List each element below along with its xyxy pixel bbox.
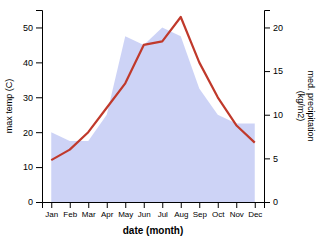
tick-mark	[36, 132, 42, 133]
y-axis-tick: 20	[23, 128, 42, 138]
tick-label: 20	[273, 23, 283, 33]
y2-axis-line	[265, 11, 271, 203]
x-axis-tick: Aug	[174, 202, 188, 219]
x-axis-tick: Feb	[63, 202, 77, 219]
x-axis: Jan Feb Mar Apr May Jun Jul Aug Sep Oct Nov Dec	[43, 202, 265, 219]
plot-area: Jan Feb Mar Apr May Jun Jul Aug Sep Oct Nov Dec 0 10 2…	[4, 11, 316, 237]
tick-mark	[162, 202, 163, 208]
tick-label: 40	[23, 58, 33, 68]
y-axis-tick: 50	[23, 23, 42, 33]
tick-label: Nov	[230, 210, 244, 219]
tick-mark	[51, 202, 52, 208]
tick-label: Jun	[138, 210, 151, 219]
marks	[51, 17, 255, 202]
tick-mark	[36, 202, 42, 203]
tick-mark	[236, 202, 237, 208]
y-axis-tick: 10	[23, 162, 42, 172]
tick-mark	[264, 202, 270, 203]
chart-svg: Jan Feb Mar Apr May Jun Jul Aug Sep Oct Nov Dec 0 10 2…	[0, 0, 318, 242]
y2-axis-tick: 10	[264, 110, 283, 120]
tick-mark	[36, 97, 42, 98]
y-axis-tick: 40	[23, 58, 42, 68]
tick-mark	[36, 167, 42, 168]
x-axis-title: date (month)	[123, 225, 184, 236]
tick-mark	[264, 71, 270, 72]
tick-mark	[181, 202, 182, 208]
x-axis-tick: Nov	[230, 202, 244, 219]
tick-label: 10	[273, 110, 283, 120]
tick-mark	[264, 158, 270, 159]
y-axis-line	[36, 11, 43, 203]
tick-label: Dec	[248, 210, 262, 219]
precip-area	[51, 27, 255, 202]
tick-mark	[255, 202, 256, 208]
x-axis-tick: May	[118, 202, 133, 219]
x-axis-tick: Apr	[101, 202, 114, 219]
tick-label: 20	[23, 128, 33, 138]
y2-axis-tick: 0	[264, 197, 278, 207]
tick-mark	[264, 27, 270, 28]
y2-axis-tick: 15	[264, 66, 283, 76]
tick-label: Jul	[158, 210, 168, 219]
y2-axis-tick: 5	[264, 154, 278, 164]
y-axis: 0 10 20 30 40 50	[23, 11, 43, 208]
tick-label: Sep	[193, 210, 208, 219]
x-axis-tick: Dec	[248, 202, 262, 219]
tick-label: 0	[28, 197, 33, 207]
x-axis-tick: Mar	[82, 202, 96, 219]
tick-mark	[125, 202, 126, 208]
y2-axis-title-line: med. precipitation	[306, 70, 316, 141]
tick-label: Feb	[63, 210, 77, 219]
y2-axis-title: med. precipitation(kg/m2)	[296, 70, 316, 141]
tick-label: Oct	[212, 210, 225, 219]
tick-mark	[70, 202, 71, 208]
y2-axis-tick: 20	[264, 23, 283, 33]
y2-axis: 0 5 10 15 20	[264, 11, 283, 208]
y-axis-tick: 30	[23, 93, 42, 103]
tick-mark	[107, 202, 108, 208]
tick-label: Jan	[45, 210, 58, 219]
tick-mark	[144, 202, 145, 208]
y2-axis-title-line: (kg/m2)	[296, 91, 306, 122]
tick-mark	[218, 202, 219, 208]
tick-mark	[199, 202, 200, 208]
tick-label: Mar	[82, 210, 96, 219]
x-axis-line	[43, 203, 265, 209]
tick-label: 0	[273, 197, 278, 207]
y-axis-tick: 0	[28, 197, 42, 207]
tick-mark	[88, 202, 89, 208]
x-axis-tick: Jun	[138, 202, 151, 219]
y-axis-title: max temp (C)	[4, 79, 14, 134]
tick-label: May	[118, 210, 133, 219]
x-axis-tick: Jul	[158, 202, 168, 219]
tick-label: Aug	[174, 210, 188, 219]
tick-label: 30	[23, 93, 33, 103]
x-axis-tick: Jan	[45, 202, 58, 219]
tick-label: 5	[273, 154, 278, 164]
temp-line	[51, 17, 255, 160]
tick-mark	[36, 62, 42, 63]
x-axis-tick: Sep	[193, 202, 208, 219]
x-axis-tick: Oct	[212, 202, 225, 219]
tick-label: 10	[23, 162, 33, 172]
tick-label: 15	[273, 66, 283, 76]
tick-mark	[36, 27, 42, 28]
tick-label: 50	[23, 23, 33, 33]
tick-mark	[264, 115, 270, 116]
tick-label: Apr	[101, 210, 114, 219]
